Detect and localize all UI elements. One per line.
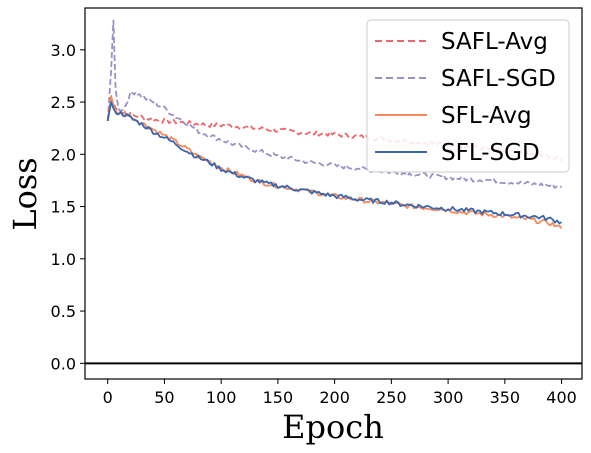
legend: SAFL-Avg SAFL-SGD SFL-Avg SFL-SGD <box>366 19 570 173</box>
series-group <box>106 19 563 230</box>
y-tick-label: 2.0 <box>51 145 76 164</box>
y-tick-label: 1.0 <box>51 250 76 269</box>
x-axis-title: Epoch <box>282 408 384 446</box>
x-tick-label: 400 <box>546 388 577 407</box>
x-axis: 0 50 100 150 200 250 300 350 400 <box>103 379 577 407</box>
y-axis: 0.0 0.5 1.0 1.5 2.0 2.5 3.0 <box>51 41 85 373</box>
x-tick-label: 300 <box>433 388 464 407</box>
legend-box <box>366 19 570 173</box>
y-tick-label: 1.5 <box>51 198 76 217</box>
legend-label-sfl-sgd: SFL-SGD <box>441 140 540 166</box>
plot-frame <box>84 7 583 380</box>
legend-label-safl-sgd: SAFL-SGD <box>441 66 556 92</box>
x-tick-label: 0 <box>103 388 113 407</box>
x-tick-label: 350 <box>490 388 521 407</box>
series-line-sfl-sgd <box>106 101 562 225</box>
series-line-safl-avg <box>106 99 563 162</box>
y-tick-label: 3.0 <box>51 41 76 60</box>
legend-label-safl-avg: SAFL-Avg <box>441 29 548 55</box>
legend-label-sfl-avg: SFL-Avg <box>441 103 532 129</box>
legend-items: SAFL-Avg SAFL-SGD SFL-Avg SFL-SGD <box>375 29 556 166</box>
y-axis-title: Loss <box>6 157 44 230</box>
y-tick-label: 2.5 <box>51 93 76 112</box>
x-tick-label: 100 <box>206 388 237 407</box>
x-tick-label: 150 <box>263 388 294 407</box>
y-tick-label: 0.0 <box>51 354 76 373</box>
x-tick-label: 200 <box>319 388 350 407</box>
y-tick-label: 0.5 <box>51 302 76 321</box>
x-tick-label: 50 <box>154 388 174 407</box>
x-tick-label: 250 <box>376 388 407 407</box>
series-line-safl-sgd <box>106 19 562 189</box>
